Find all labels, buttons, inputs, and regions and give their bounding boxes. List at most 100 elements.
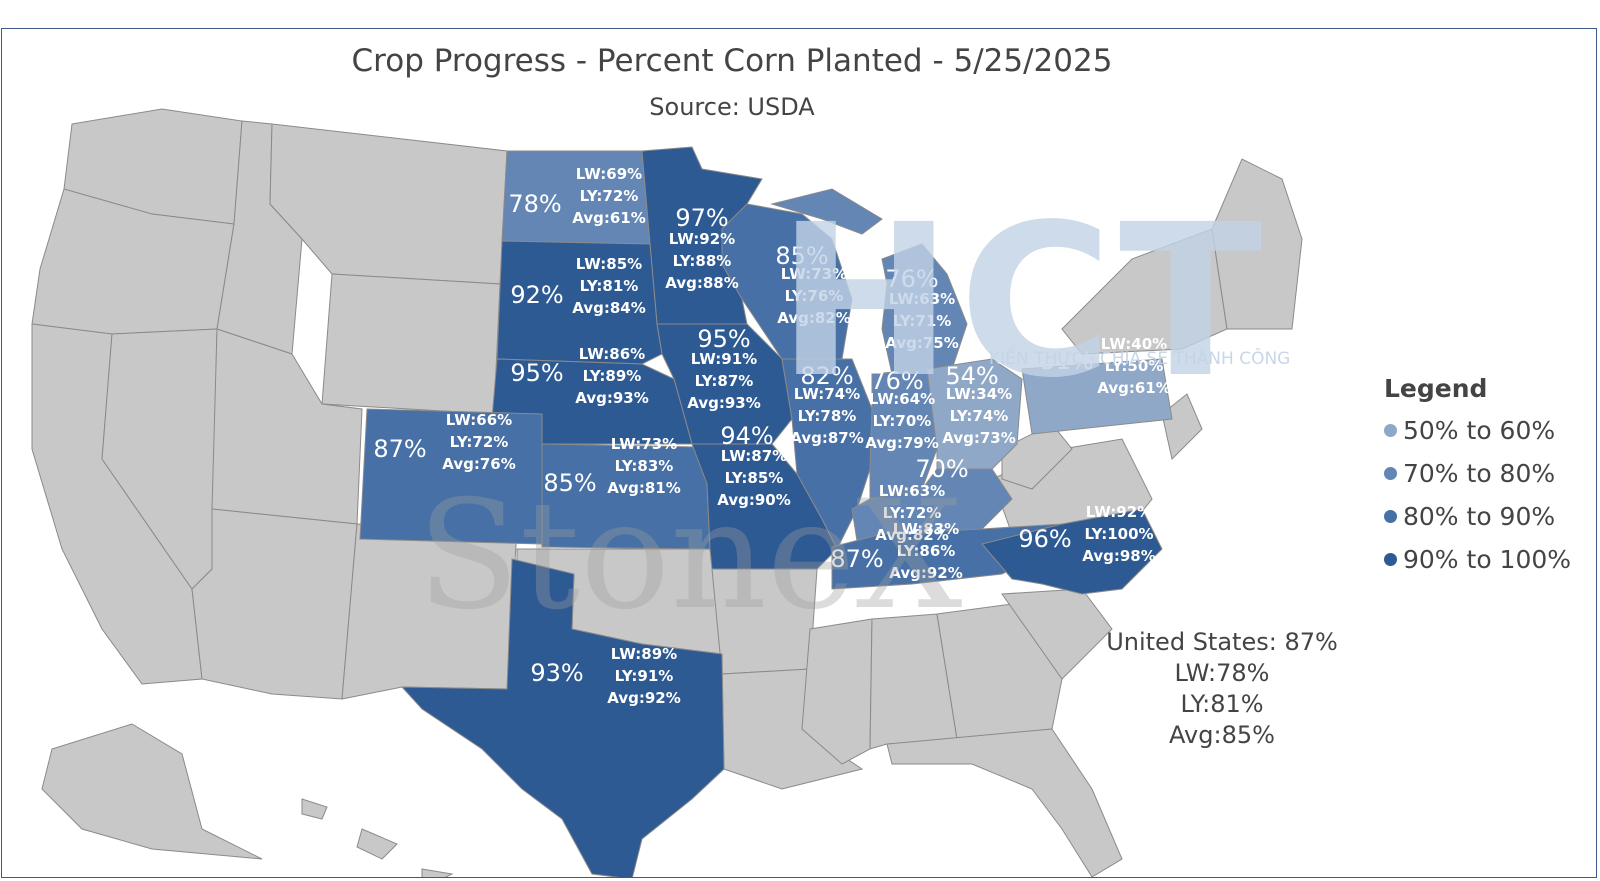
legend-dot-icon [1384, 553, 1397, 566]
stonex-watermark: StoneX [417, 469, 963, 643]
state-lw-label: LW:91% [691, 350, 757, 368]
state-lw-label: LW:89% [611, 645, 677, 663]
state-ly-label: LY:86% [897, 542, 956, 560]
state-ly-label: LY:72% [580, 187, 639, 205]
state-pct-label: 70% [915, 455, 968, 483]
state-lw-label: LW:34% [946, 385, 1012, 403]
legend-dot-icon [1384, 510, 1397, 523]
state-avg-label: Avg:93% [687, 394, 761, 412]
state-nj-md-de [1161, 393, 1203, 460]
legend-label: 70% to 80% [1403, 459, 1556, 488]
legend: Legend 50% to 60% 70% to 80% 80% to 90% … [1384, 374, 1571, 581]
state-pct-label: 82% [800, 362, 853, 390]
state-oh [926, 358, 1023, 470]
state-lw-label: LW:86% [579, 345, 645, 363]
state-pct-label: 93% [530, 659, 583, 687]
us-map: 78%LW:69%LY:72%Avg:61% 97%LW:92%LY:88%Avg… [31, 108, 1303, 877]
state-tx [400, 558, 725, 877]
state-ga [936, 603, 1063, 740]
state-pct-label: 95% [697, 325, 750, 353]
state-lw-label: LW:74% [794, 385, 860, 403]
state-ly-label: LY:76% [785, 287, 844, 305]
map-subtitle: Source: USDA [649, 93, 815, 121]
state-ly-label: LY:89% [583, 367, 642, 385]
legend-dot-icon [1384, 467, 1397, 480]
state-lw-label: LW:92% [1086, 503, 1152, 521]
map-frame: 78% LW:69% LY:72% Avg:61% 97% LW:92% LY:88% Avg… [1, 28, 1597, 878]
state-lw-label: LW:73% [611, 435, 677, 453]
state-pct-label: 76% [885, 265, 938, 293]
state-ly-label: LY:74% [950, 407, 1009, 425]
state-ly-label: LY:71% [893, 312, 952, 330]
state-ak [41, 723, 263, 860]
state-pct-label: 54% [945, 362, 998, 390]
state-ly-label: LY:83% [615, 457, 674, 475]
state-ly-label: LY:91% [615, 667, 674, 685]
state-ly-label: LY:78% [798, 407, 857, 425]
state-avg-label: Avg:87% [790, 429, 864, 447]
state-il [781, 358, 873, 551]
legend-item: 70% to 80% [1384, 452, 1571, 495]
state-lw-label: LW:85% [576, 255, 642, 273]
state-pct-label: 85% [543, 469, 596, 497]
state-ly-label: LY:100% [1084, 525, 1153, 543]
state-pct-label: 96% [1018, 525, 1071, 553]
state-wy [321, 273, 501, 415]
us-pct: 87% [1284, 628, 1338, 656]
state-avg-label: Avg:92% [607, 689, 681, 707]
state-pa [1021, 358, 1173, 435]
state-ly-label: LY:85% [725, 469, 784, 487]
state-lw-label: LW:83% [893, 520, 959, 538]
legend-dot-icon [1384, 424, 1397, 437]
state-ly-label: LY:87% [695, 372, 754, 390]
state-lw-label: LW:87% [721, 447, 787, 465]
state-avg-label: Avg:88% [665, 274, 739, 292]
state-ly-label: LY:70% [873, 412, 932, 430]
state-pct-label: 85% [775, 242, 828, 270]
state-lw-label: LW:63% [879, 482, 945, 500]
state-pct-label: 92% [510, 281, 563, 309]
legend-title: Legend [1384, 374, 1488, 403]
state-avg-label: Avg:84% [572, 299, 646, 317]
state-lw-label: LW:73% [781, 265, 847, 283]
state-pct-label: 87% [830, 545, 883, 573]
us-avg: Avg:85% [1169, 721, 1275, 749]
state-pct-label: 87% [373, 435, 426, 463]
state-avg-label: Avg:82% [777, 309, 851, 327]
legend-label: 80% to 90% [1403, 502, 1556, 531]
state-sc [1001, 588, 1113, 680]
us-summary: United States: 87% LW:78% LY:81% Avg:85% [1087, 627, 1357, 751]
state-avg-label: Avg:81% [607, 479, 681, 497]
legend-label: 90% to 100% [1403, 545, 1572, 574]
us-ly: LY:81% [1180, 690, 1264, 718]
state-ne-states [1211, 158, 1303, 330]
state-ly-label: LY:50% [1105, 357, 1164, 375]
state-ly-label: LY:81% [580, 277, 639, 295]
hct-logo-watermark: HCT [777, 179, 1269, 424]
state-lw-label: LW:64% [869, 390, 935, 408]
state-avg-label: Avg:75% [885, 334, 959, 352]
state-ly-label: LY:72% [450, 433, 509, 451]
state-avg-label: Avg:76% [442, 455, 516, 473]
state-fl [886, 728, 1123, 877]
state-lw-label: LW:63% [889, 290, 955, 308]
state-avg-label: Avg:92% [889, 564, 963, 582]
legend-item: 50% to 60% [1384, 409, 1571, 452]
state-avg-label: Avg:61% [1097, 379, 1171, 397]
state-pct-label: 76% [870, 367, 923, 395]
state-avg-label: Avg:61% [572, 209, 646, 227]
state-lw-label: LW:69% [576, 165, 642, 183]
state-avg-label: Avg:79% [865, 434, 939, 452]
legend-item: 80% to 90% [1384, 495, 1571, 538]
state-ly-label: LY:72% [883, 504, 942, 522]
state-avg-label: Avg:90% [717, 491, 791, 509]
legend-item: 90% to 100% [1384, 538, 1571, 581]
state-ly-label: LY:88% [673, 252, 732, 270]
legend-label: 50% to 60% [1403, 416, 1556, 445]
state-lw-label: LW:92% [669, 230, 735, 248]
state-mt [269, 123, 508, 285]
us-lw: LW:78% [1174, 659, 1270, 687]
state-pct-label: 51% [1040, 347, 1093, 375]
map-title: Crop Progress - Percent Corn Planted - 5… [351, 43, 1113, 79]
state-avg-label: Avg:82% [875, 526, 949, 544]
